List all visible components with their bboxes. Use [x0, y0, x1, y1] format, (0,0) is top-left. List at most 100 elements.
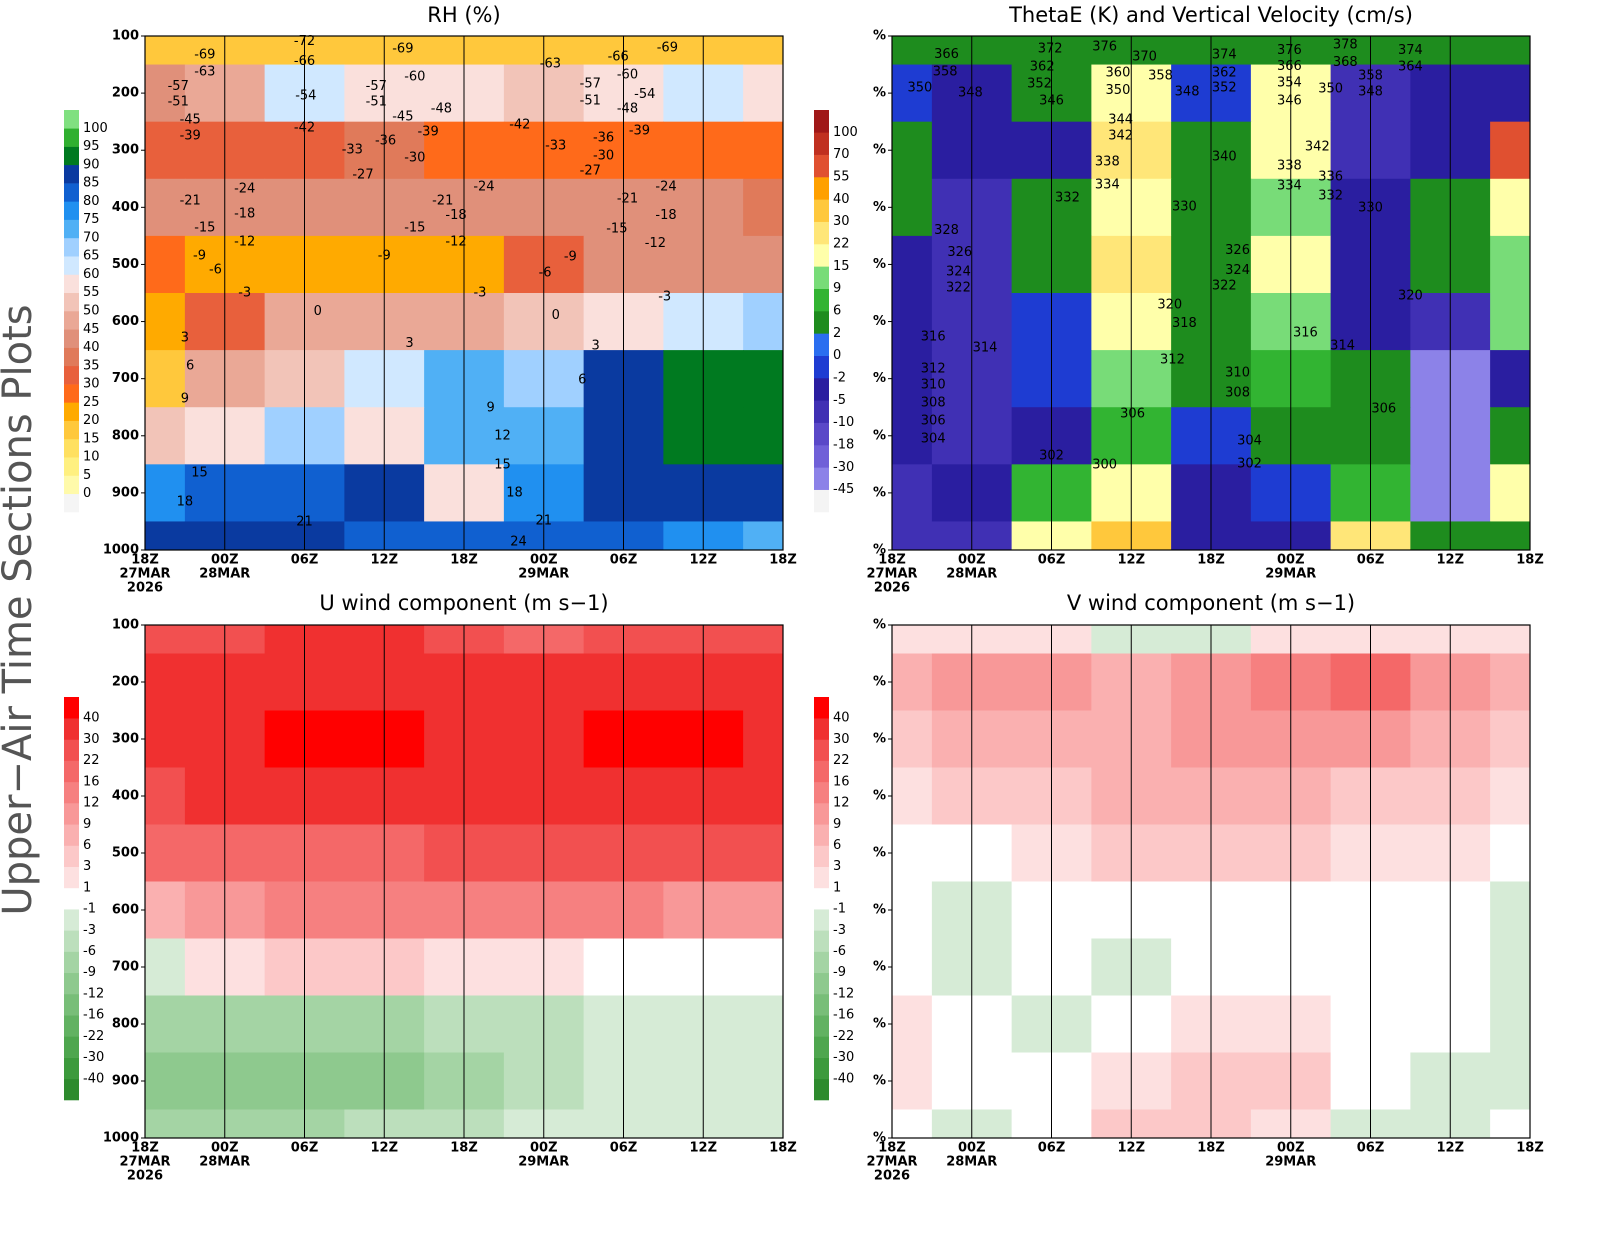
- y-tick-label: %: [873, 1017, 886, 1032]
- contour-label: 374: [1398, 43, 1423, 58]
- contour-label: 348: [1175, 84, 1200, 99]
- contour-label: 306: [1371, 401, 1396, 416]
- plot-frame: [144, 35, 784, 551]
- colorbar-label: 30: [83, 732, 100, 747]
- colorbar-label: 1: [83, 880, 91, 895]
- plot-frame: [144, 624, 784, 1139]
- colorbar-label: -18: [833, 438, 854, 453]
- side-title: Upper−Air Time Sections Plots: [0, 304, 41, 915]
- colorbar-box: [814, 333, 829, 356]
- x-date-label: 29MAR: [1265, 1155, 1316, 1170]
- colorbar-box: [814, 993, 829, 1016]
- field-cell: [892, 625, 933, 654]
- field-cell: [145, 710, 186, 768]
- field-cell: [743, 293, 784, 351]
- colorbar-label: 85: [83, 176, 100, 191]
- field-cell: [145, 625, 186, 654]
- colorbar-box: [814, 467, 829, 490]
- colorbar-label: 20: [83, 413, 100, 428]
- x-tick-label: 12Z: [689, 553, 717, 568]
- field-cell: [145, 938, 186, 996]
- colorbar-label: 70: [83, 230, 100, 245]
- y-tick-label: %: [873, 485, 886, 500]
- x-tick-label: 06Z: [1357, 553, 1385, 568]
- colorbar-box: [64, 972, 79, 995]
- colorbar-label: 3: [83, 859, 91, 874]
- y-tick-label: %: [873, 371, 886, 386]
- contour-label: -63: [194, 64, 215, 79]
- field-cell: [1490, 521, 1531, 551]
- x-tick-label: 18Z: [878, 553, 906, 568]
- colorbar-box: [814, 697, 829, 719]
- contour-label: 322: [1212, 279, 1237, 294]
- field-cell: [1490, 178, 1531, 237]
- field-cell: [892, 653, 933, 711]
- y-tick-label: %: [873, 903, 886, 918]
- field-cell: [743, 178, 784, 237]
- colorbar-box: [814, 718, 829, 740]
- colorbar-label: 6: [83, 838, 91, 853]
- y-tick-label: %: [873, 543, 886, 558]
- field-cell: [145, 995, 186, 1053]
- contour-label: 314: [973, 340, 998, 355]
- colorbar-label: -10: [833, 415, 854, 430]
- x-tick-label: 12Z: [1436, 553, 1464, 568]
- colorbar-label: 15: [83, 431, 100, 446]
- contour-label: 322: [946, 280, 971, 295]
- colorbar-label: 16: [833, 774, 850, 789]
- colorbar-box: [814, 400, 829, 423]
- colorbar-box: [814, 845, 829, 867]
- field-cell: [145, 64, 186, 123]
- colorbar-label: -45: [833, 482, 854, 497]
- y-tick-label: %: [873, 675, 886, 690]
- field-cell: [892, 407, 933, 465]
- colorbar-box: [814, 221, 829, 245]
- field-cell: [892, 350, 933, 408]
- colorbar-box: [64, 909, 79, 931]
- contour-label: -3: [473, 286, 486, 301]
- contour-label: 368: [1333, 55, 1358, 70]
- y-tick-label: 300: [112, 143, 139, 158]
- contour-label: -69: [194, 47, 215, 62]
- colorbar-box: [814, 199, 829, 222]
- field-cell: [743, 710, 784, 768]
- contour-label: 376: [1092, 39, 1117, 54]
- colorbar-box: [64, 402, 79, 421]
- colorbar-box: [814, 951, 829, 974]
- contour-label: 9: [486, 400, 494, 415]
- x-tick-label: 06Z: [1038, 1141, 1066, 1156]
- contour-label: 12: [494, 428, 511, 443]
- colorbar-label: -6: [833, 944, 846, 959]
- contour-label: 334: [1095, 178, 1120, 193]
- contour-label: 312: [921, 361, 946, 376]
- x-date-label: 27MAR: [119, 567, 170, 582]
- y-tick-label: 1000: [103, 543, 139, 558]
- contour-label: -15: [194, 220, 215, 235]
- colorbar-label: -3: [833, 923, 846, 938]
- field-cell: [892, 235, 933, 294]
- colorbar-box: [64, 347, 79, 367]
- y-tick-label: 300: [112, 732, 139, 747]
- colorbar-label: -16: [833, 1008, 854, 1023]
- field-cell: [1490, 995, 1531, 1053]
- contour-label: 320: [1157, 297, 1182, 312]
- contour-label: -39: [180, 128, 201, 143]
- x-tick-label: 18Z: [131, 1141, 159, 1156]
- colorbar-label: 22: [833, 237, 850, 252]
- field-cell: [892, 1052, 933, 1110]
- y-tick-label: %: [873, 789, 886, 804]
- colorbar-label: 90: [83, 157, 100, 172]
- colorbar-box: [64, 824, 79, 846]
- contour-label: 308: [1225, 385, 1250, 400]
- colorbar-box: [814, 422, 829, 446]
- plot-frame: [891, 35, 1531, 551]
- y-tick-label: 200: [112, 86, 139, 101]
- colorbar-label: 9: [83, 817, 91, 832]
- x-tick-label: 06Z: [1038, 553, 1066, 568]
- x-tick-label: 12Z: [1117, 553, 1145, 568]
- contour-label: 6: [186, 359, 194, 374]
- field-cell: [1490, 407, 1531, 465]
- colorbar-box: [64, 164, 79, 184]
